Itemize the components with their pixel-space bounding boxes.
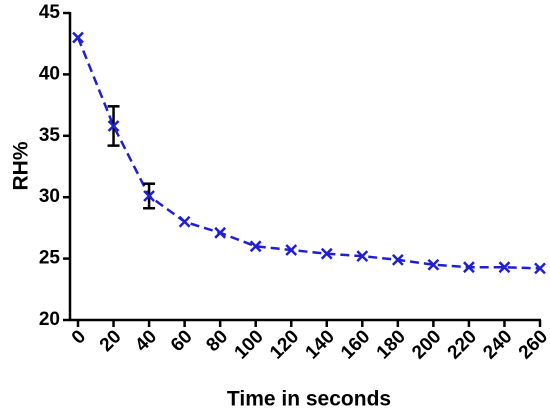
x-tick-label: 260 [515, 326, 550, 363]
x-tick-label: 100 [231, 326, 268, 363]
marker [463, 261, 475, 274]
y-axis-label: RH% [10, 141, 33, 190]
y-tick-label: 35 [39, 125, 61, 146]
marker [391, 253, 404, 266]
marker [498, 261, 511, 274]
data-line [76, 37, 541, 270]
marker [178, 215, 191, 228]
marker [320, 247, 333, 260]
y-tick-label: 40 [39, 63, 60, 84]
marker [285, 244, 298, 256]
marker [356, 250, 369, 263]
y-tick-label: 45 [39, 2, 61, 23]
x-axis-label: Time in seconds [227, 388, 391, 411]
marker [427, 258, 440, 271]
marker [107, 120, 120, 132]
y-tick-label: 25 [39, 248, 61, 269]
x-tick-label: 180 [373, 326, 410, 363]
y-tick-label: 30 [39, 186, 60, 207]
marker [534, 262, 546, 275]
x-tick-label: 60 [167, 326, 197, 356]
x-tick-label: 120 [266, 326, 303, 363]
x-tick-label: 220 [444, 326, 481, 363]
x-tick-label: 200 [408, 326, 445, 363]
marker [249, 240, 262, 253]
x-tick-label: 240 [479, 326, 516, 363]
x-tick-label: 140 [302, 326, 339, 363]
marker [214, 226, 227, 239]
x-tick-label: 20 [96, 326, 126, 356]
x-tick-label: 160 [337, 326, 374, 363]
marker [143, 190, 155, 202]
x-tick-label: 40 [131, 326, 161, 356]
x-tick-label: 0 [68, 326, 90, 348]
y-tick-label: 20 [39, 309, 60, 330]
marker [72, 31, 84, 44]
x-tick-label: 80 [202, 326, 232, 356]
